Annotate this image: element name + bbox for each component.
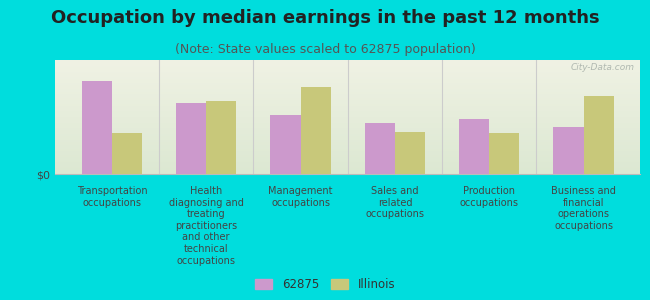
- Bar: [176, 103, 206, 174]
- Bar: [112, 133, 142, 174]
- Bar: [553, 127, 584, 174]
- Bar: [395, 132, 425, 174]
- Bar: [584, 97, 614, 174]
- Text: (Note: State values scaled to 62875 population): (Note: State values scaled to 62875 popu…: [175, 44, 475, 56]
- Bar: [365, 123, 395, 174]
- Legend: 62875, Illinois: 62875, Illinois: [255, 278, 395, 291]
- Text: Transportation
occupations: Transportation occupations: [77, 186, 147, 208]
- Text: Sales and
related
occupations: Sales and related occupations: [365, 186, 424, 219]
- Text: City-Data.com: City-Data.com: [571, 63, 634, 72]
- Bar: [300, 87, 331, 174]
- Bar: [459, 119, 489, 174]
- Bar: [82, 80, 112, 174]
- Bar: [270, 115, 300, 174]
- Bar: [206, 101, 237, 174]
- Text: Business and
financial
operations
occupations: Business and financial operations occupa…: [551, 186, 616, 231]
- Text: Occupation by median earnings in the past 12 months: Occupation by median earnings in the pas…: [51, 9, 599, 27]
- Text: Health
diagnosing and
treating
practitioners
and other
technical
occupations: Health diagnosing and treating practitio…: [169, 186, 244, 266]
- Text: Production
occupations: Production occupations: [460, 186, 519, 208]
- Bar: [489, 133, 519, 174]
- Text: Management
occupations: Management occupations: [268, 186, 333, 208]
